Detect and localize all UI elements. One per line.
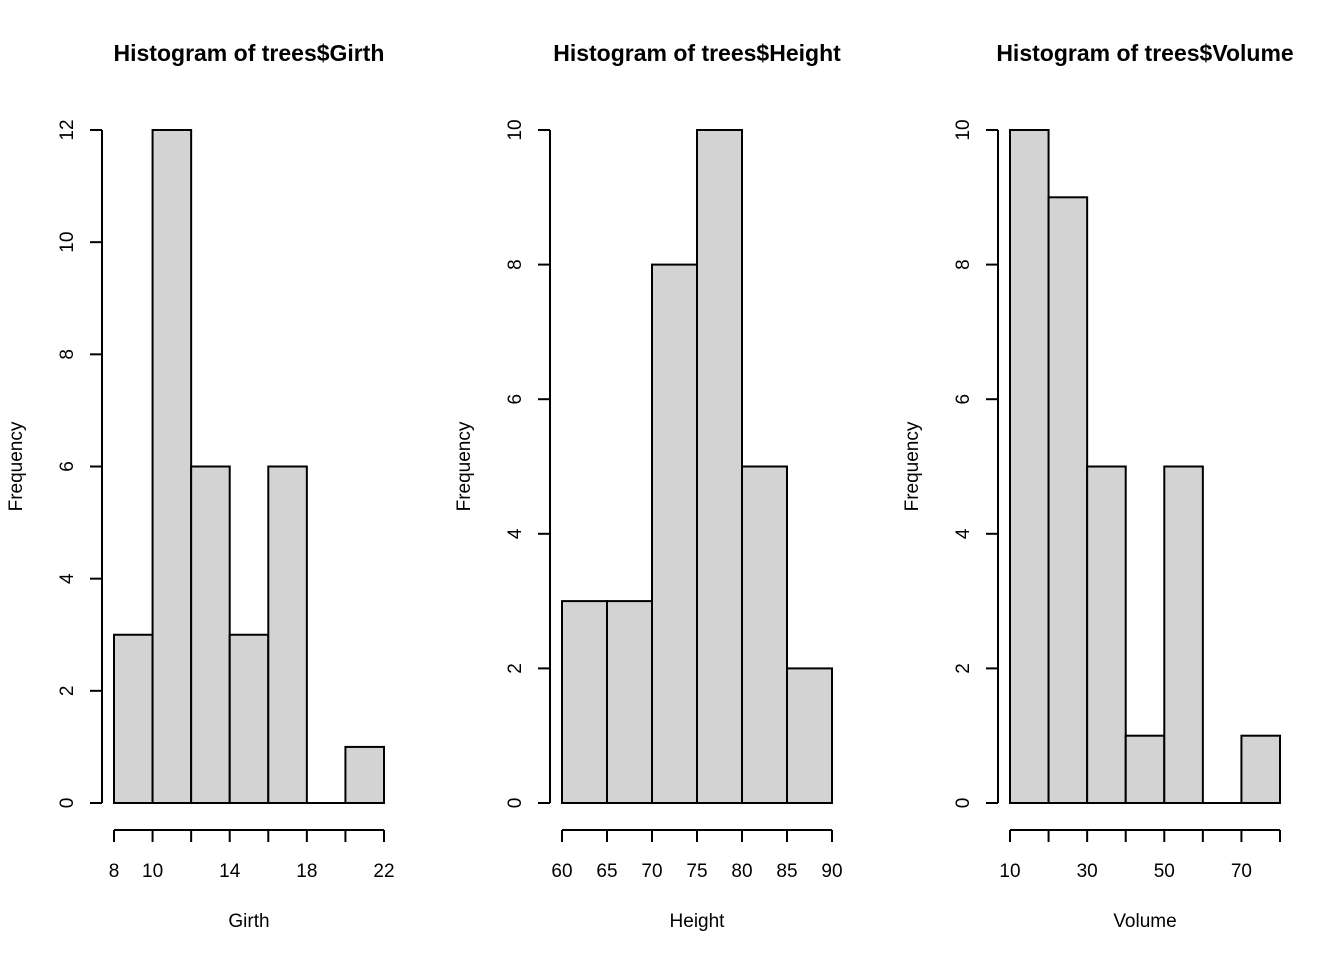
histogram-bar: [696, 129, 743, 804]
histogram-bar: [344, 745, 385, 805]
y-tick-label: 4: [953, 528, 974, 539]
y-axis-label: Frequency: [454, 421, 475, 511]
histogram-bar: [113, 633, 154, 804]
y-tick-label: 8: [57, 349, 78, 360]
x-axis-label: Height: [670, 911, 726, 932]
x-tick-label: 60: [551, 861, 572, 882]
x-tick-label: 65: [596, 861, 617, 882]
histogram-panel: Histogram of trees$Volume 0 2 4 6 8 10 10 30 50 70…: [902, 40, 1294, 932]
histogram-bar: [1240, 734, 1282, 805]
chart-title: Histogram of trees$Height: [553, 40, 841, 66]
x-tick-label: 50: [1154, 861, 1175, 882]
x-tick-label: 90: [821, 861, 842, 882]
x-tick-label: 10: [999, 861, 1020, 882]
x-tick-label: 8: [109, 861, 120, 882]
y-tick-label: 2: [57, 686, 78, 697]
x-tick-label: 70: [641, 861, 662, 882]
x-tick-label: 22: [373, 861, 394, 882]
y-tick-label: 0: [505, 798, 526, 809]
y-axis-label: Frequency: [902, 421, 923, 511]
y-tick-label: 2: [953, 663, 974, 674]
histogram-bar: [267, 465, 308, 804]
y-tick-label: 8: [953, 259, 974, 270]
y-tick-label: 6: [505, 394, 526, 405]
y-tick-label: 4: [505, 528, 526, 539]
histogram-bar: [786, 667, 833, 805]
y-axis-label: Frequency: [6, 421, 27, 511]
histogram-bar: [151, 129, 193, 804]
histogram-panel: Histogram of trees$Girth 0 2 4 6 8 10 12 8 10 14 18…: [6, 40, 395, 932]
histogram-bar: [228, 633, 270, 804]
histogram-bar: [1124, 734, 1166, 805]
y-tick-label: 10: [57, 232, 78, 253]
y-tick-label: 4: [57, 573, 78, 584]
histogram-bar: [1086, 465, 1127, 804]
x-tick-label: 85: [776, 861, 797, 882]
y-tick-label: 0: [57, 798, 78, 809]
histogram-bar: [561, 600, 608, 804]
x-tick-label: 75: [686, 861, 707, 882]
x-tick-label: 14: [219, 861, 241, 882]
y-tick-label: 6: [953, 394, 974, 405]
y-tick-label: 8: [505, 259, 526, 270]
histogram-bar: [606, 600, 653, 804]
histogram-panel: Histogram of trees$Height 0 2 4 6 8 10 60 65 70 75…: [454, 40, 843, 932]
y-tick-label: 2: [505, 663, 526, 674]
x-tick-label: 30: [1077, 861, 1098, 882]
histogram-bar: [190, 465, 231, 804]
y-tick-label: 6: [57, 461, 78, 472]
histogram-bar: [1009, 129, 1050, 804]
x-tick-label: 70: [1231, 861, 1252, 882]
y-tick-label: 0: [953, 798, 974, 809]
histogram-bar: [1047, 196, 1089, 805]
x-tick-label: 80: [731, 861, 752, 882]
histogram-bar: [741, 465, 788, 804]
x-axis-label: Volume: [1113, 911, 1176, 932]
x-tick-label: 18: [296, 861, 317, 882]
x-axis-label: Girth: [228, 911, 269, 932]
chart-title: Histogram of trees$Girth: [114, 40, 385, 66]
histogram-bar: [1163, 465, 1204, 804]
histogram-bar: [651, 263, 698, 805]
y-tick-label: 10: [953, 119, 974, 140]
chart-title: Histogram of trees$Volume: [996, 40, 1293, 66]
x-tick-label: 10: [142, 861, 163, 882]
y-tick-label: 10: [505, 119, 526, 140]
y-tick-label: 12: [57, 119, 78, 140]
